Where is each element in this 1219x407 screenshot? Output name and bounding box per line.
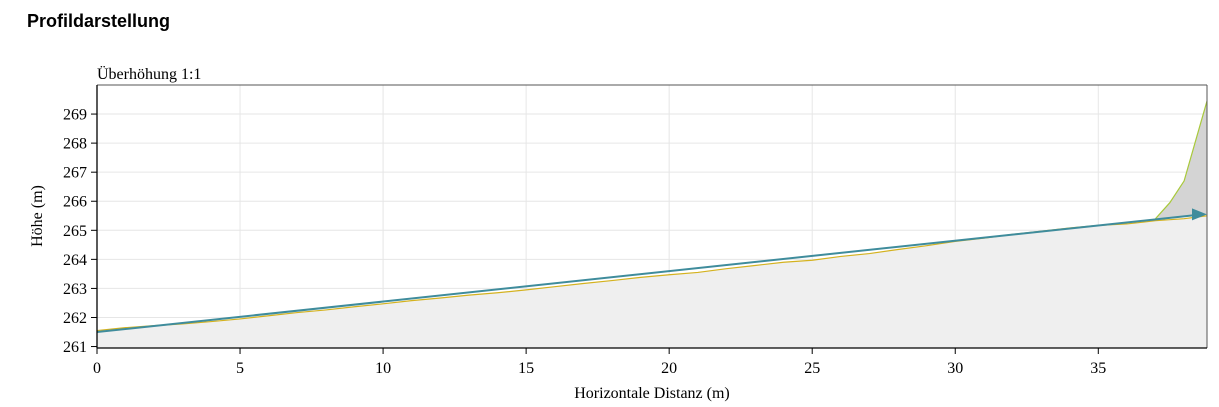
x-tick-label: 35 (1090, 360, 1106, 377)
x-tick-label: 5 (236, 360, 244, 377)
x-tick-label: 30 (947, 360, 963, 377)
x-tick-label: 0 (93, 360, 101, 377)
surface-area (1155, 100, 1207, 219)
y-tick-label: 264 (63, 252, 87, 269)
x-tick-label: 20 (661, 360, 677, 377)
surface-line (1155, 100, 1208, 220)
y-tick-label: 267 (63, 165, 87, 182)
series-layer (96, 100, 1208, 334)
axes: 0 5 10 15 20 25 30 35 261 262 263 264 265 266 267 268 26… (63, 84, 1208, 377)
y-tick-label: 262 (63, 310, 87, 327)
chart-subtitle: Überhöhung 1:1 (97, 65, 201, 83)
y-tick-label: 266 (63, 194, 87, 211)
profile-line (96, 213, 1202, 334)
terrain-area (97, 215, 1207, 348)
x-axis-label: Horizontale Distanz (m) (574, 385, 730, 402)
y-tick-label: 263 (63, 281, 87, 298)
y-tick-label: 269 (63, 107, 87, 124)
y-tick-label: 265 (63, 223, 87, 240)
area-layer (97, 100, 1207, 348)
page-title: Profildarstellung (27, 11, 171, 31)
y-axis-label: Höhe (m) (29, 185, 46, 247)
x-tick-label: 15 (518, 360, 534, 377)
profile-arrow-head (1192, 208, 1207, 221)
y-tick-label: 268 (63, 136, 87, 153)
x-tick-label: 10 (375, 360, 391, 377)
y-tick-label: 261 (63, 339, 87, 356)
x-tick-label: 25 (804, 360, 820, 377)
